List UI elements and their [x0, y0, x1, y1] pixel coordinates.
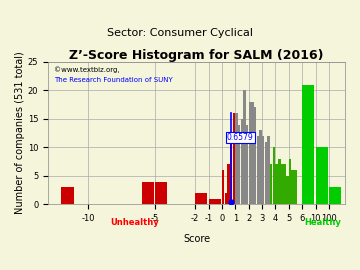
Bar	[267, 136, 270, 204]
Bar	[292, 170, 294, 204]
Title: Z’-Score Histogram for SALM (2016): Z’-Score Histogram for SALM (2016)	[69, 49, 324, 62]
Bar	[281, 164, 283, 204]
Bar	[230, 142, 232, 204]
Bar	[222, 170, 224, 204]
Bar	[270, 164, 273, 204]
Bar	[195, 193, 207, 204]
Bar	[329, 187, 341, 204]
Bar	[262, 136, 265, 204]
Y-axis label: Number of companies (531 total): Number of companies (531 total)	[15, 52, 25, 214]
Bar	[249, 102, 251, 204]
X-axis label: Score: Score	[183, 234, 210, 244]
Bar	[208, 199, 221, 204]
Bar	[233, 113, 235, 204]
Bar	[61, 187, 74, 204]
Text: ©www.textbiz.org,: ©www.textbiz.org,	[54, 66, 120, 73]
Bar	[251, 102, 254, 204]
Text: Unhealthy: Unhealthy	[111, 218, 159, 227]
Text: The Research Foundation of SUNY: The Research Foundation of SUNY	[54, 77, 173, 83]
Bar	[259, 130, 262, 204]
Bar	[246, 124, 248, 204]
Bar	[302, 85, 315, 204]
Bar	[273, 147, 275, 204]
Bar	[235, 113, 238, 204]
Bar	[289, 159, 291, 204]
Bar	[240, 119, 243, 204]
Text: Sector: Consumer Cyclical: Sector: Consumer Cyclical	[107, 28, 253, 38]
Bar	[141, 181, 154, 204]
Bar	[278, 159, 280, 204]
Bar	[243, 90, 246, 204]
Bar	[316, 147, 328, 204]
Bar	[254, 107, 256, 204]
Bar	[286, 176, 289, 204]
Bar	[238, 124, 240, 204]
Bar	[257, 136, 259, 204]
Bar	[283, 164, 286, 204]
Bar	[225, 193, 227, 204]
Bar	[155, 181, 167, 204]
Text: Healthy: Healthy	[304, 218, 341, 227]
Bar	[265, 142, 267, 204]
Bar	[275, 164, 278, 204]
Text: 0.6579: 0.6579	[227, 133, 254, 142]
Bar	[294, 170, 297, 204]
Bar	[227, 164, 230, 204]
